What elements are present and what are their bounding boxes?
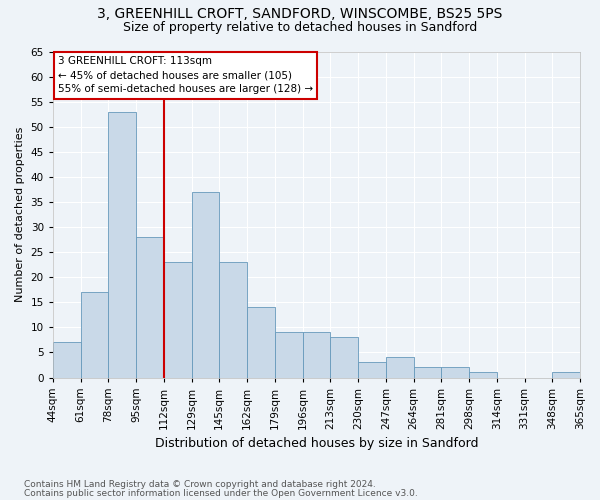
Bar <box>247 308 275 378</box>
Bar <box>80 292 109 378</box>
Bar <box>164 262 191 378</box>
X-axis label: Distribution of detached houses by size in Sandford: Distribution of detached houses by size … <box>155 437 478 450</box>
Bar <box>441 368 469 378</box>
Bar <box>386 358 413 378</box>
Text: 3 GREENHILL CROFT: 113sqm
← 45% of detached houses are smaller (105)
55% of semi: 3 GREENHILL CROFT: 113sqm ← 45% of detac… <box>58 56 313 94</box>
Bar <box>330 338 358 378</box>
Bar <box>552 372 580 378</box>
Bar <box>53 342 80 378</box>
Bar <box>358 362 386 378</box>
Bar <box>109 112 136 378</box>
Bar <box>136 237 164 378</box>
Bar <box>220 262 247 378</box>
Bar <box>302 332 330 378</box>
Text: 3, GREENHILL CROFT, SANDFORD, WINSCOMBE, BS25 5PS: 3, GREENHILL CROFT, SANDFORD, WINSCOMBE,… <box>97 8 503 22</box>
Bar <box>275 332 302 378</box>
Text: Size of property relative to detached houses in Sandford: Size of property relative to detached ho… <box>123 21 477 34</box>
Text: Contains HM Land Registry data © Crown copyright and database right 2024.: Contains HM Land Registry data © Crown c… <box>24 480 376 489</box>
Bar <box>469 372 497 378</box>
Y-axis label: Number of detached properties: Number of detached properties <box>15 127 25 302</box>
Bar <box>413 368 441 378</box>
Text: Contains public sector information licensed under the Open Government Licence v3: Contains public sector information licen… <box>24 489 418 498</box>
Bar <box>191 192 220 378</box>
